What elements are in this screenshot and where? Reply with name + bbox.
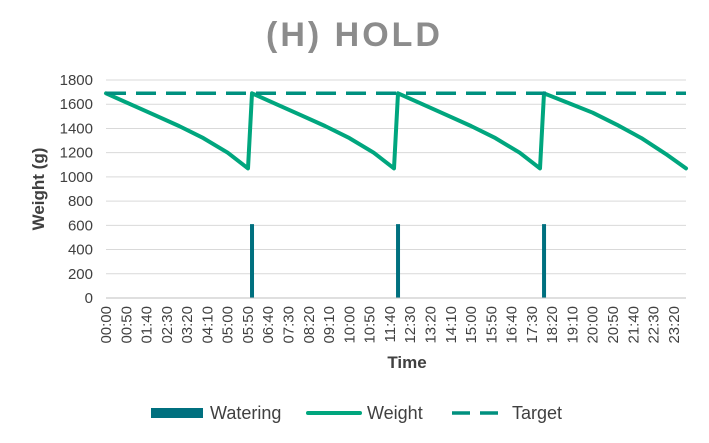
x-tick-label: 05:50: [240, 306, 257, 344]
watering-bar: [396, 224, 401, 298]
x-tick-label: 22:30: [646, 306, 663, 344]
y-axis-ticks: 0 200 400 600 800 1000 1200 1400 1600 1800: [60, 72, 93, 307]
legend-label: Target: [512, 403, 562, 423]
legend-label: Watering: [210, 403, 281, 423]
y-tick-label: 200: [68, 266, 93, 283]
x-tick-label: 01:40: [139, 306, 156, 344]
x-tick-label: 00:50: [118, 306, 135, 344]
y-tick-label: 1600: [60, 96, 93, 113]
x-tick-label: 03:20: [179, 306, 196, 344]
x-axis-label: Time: [387, 353, 426, 372]
x-tick-label: 09:10: [321, 306, 338, 344]
chart-title: (H) HOLD: [266, 16, 443, 54]
y-tick-label: 1400: [60, 120, 93, 137]
x-tick-label: 19:10: [564, 306, 581, 344]
watering-bar: [250, 224, 255, 298]
x-tick-label: 23:20: [666, 306, 683, 344]
x-tick-label: 16:40: [504, 306, 521, 344]
weight-line: [104, 91, 688, 171]
watering-bar: [542, 224, 547, 298]
x-tick-label: 14:10: [443, 306, 460, 344]
y-tick-label: 1800: [60, 72, 93, 89]
x-tick-label: 00:00: [98, 306, 115, 344]
x-tick-label: 06:40: [260, 306, 277, 344]
y-tick-label: 600: [68, 217, 93, 234]
y-tick-label: 1000: [60, 169, 93, 186]
x-tick-label: 20:50: [605, 306, 622, 344]
y-tick-label: 800: [68, 193, 93, 210]
x-tick-label: 11:40: [382, 306, 399, 342]
legend-label: Weight: [367, 403, 423, 423]
y-tick-label: 0: [85, 290, 93, 307]
x-tick-label: 21:40: [625, 306, 642, 344]
x-axis-ticks: 00:00 00:50 01:40 02:30 03:20 04:10 05:00 05:50…: [98, 306, 683, 344]
x-tick-label: 07:30: [281, 306, 298, 344]
series-lines: [104, 91, 688, 171]
y-tick-label: 1200: [60, 145, 93, 162]
watering-bars: [250, 224, 547, 298]
x-tick-label: 08:20: [301, 306, 318, 344]
legend: Watering Weight Target: [151, 403, 562, 423]
y-axis-label: Weight (g): [29, 148, 48, 231]
x-tick-label: 10:00: [341, 306, 358, 344]
x-tick-label: 10:50: [362, 306, 379, 344]
x-tick-label: 18:20: [544, 306, 561, 344]
x-tick-label: 05:00: [220, 306, 237, 344]
x-tick-label: 13:20: [422, 306, 439, 344]
x-tick-label: 20:00: [585, 306, 602, 344]
x-tick-label: 15:50: [483, 306, 500, 344]
x-tick-label: 15:00: [463, 306, 480, 344]
x-tick-label: 04:10: [199, 306, 216, 344]
x-tick-label: 17:30: [524, 306, 541, 344]
x-tick-label: 02:30: [159, 306, 176, 344]
y-tick-label: 400: [68, 242, 93, 259]
legend-swatch-watering: [151, 408, 203, 418]
x-tick-label: 12:30: [402, 306, 419, 344]
